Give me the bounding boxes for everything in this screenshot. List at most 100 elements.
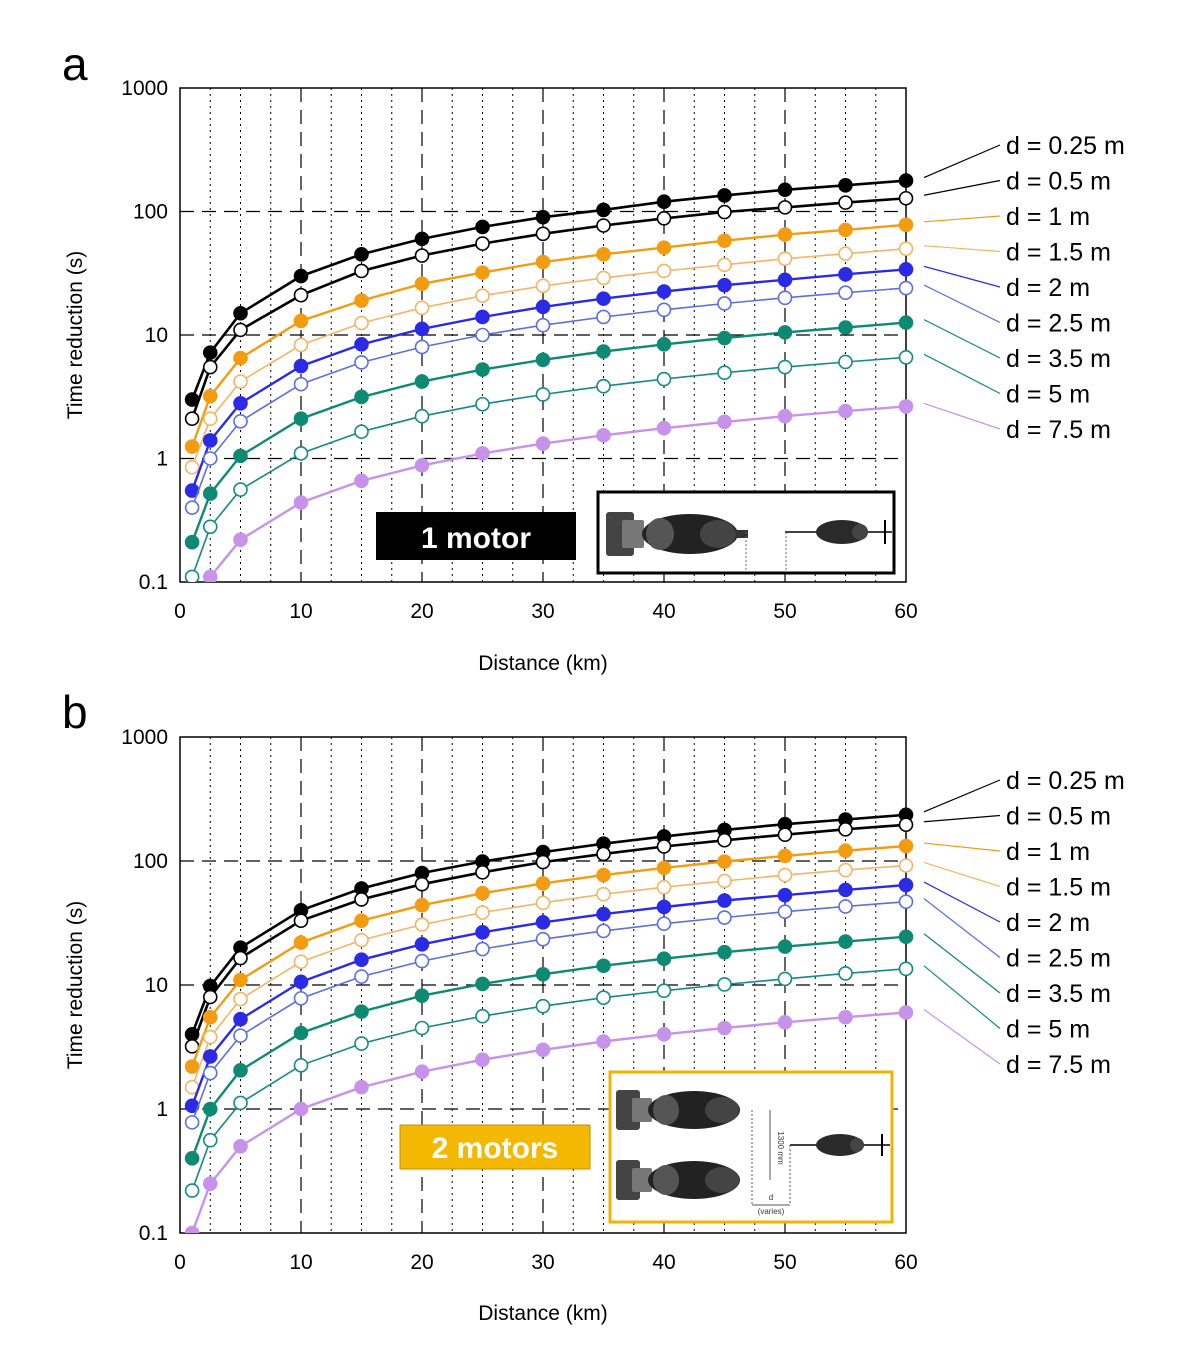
data-point <box>717 1020 732 1036</box>
data-point <box>898 894 914 909</box>
data-point <box>233 448 248 464</box>
data-point <box>354 263 369 279</box>
legend-leader <box>923 898 1001 958</box>
data-point <box>838 246 853 262</box>
data-point <box>898 929 914 945</box>
data-point <box>293 268 309 284</box>
data-point <box>475 446 490 461</box>
series-line-4 <box>191 864 907 1088</box>
series-group <box>184 807 914 1233</box>
data-point <box>475 327 490 343</box>
data-point <box>898 280 914 296</box>
data-point <box>475 362 490 377</box>
x-tick-label: 0 <box>174 1251 186 1274</box>
data-point <box>535 915 551 930</box>
data-point <box>354 473 369 489</box>
data-point <box>717 873 732 889</box>
data-point <box>898 190 914 206</box>
data-point <box>898 838 914 854</box>
data-point <box>184 1225 200 1233</box>
x-tick-label: 50 <box>773 1251 796 1274</box>
data-point <box>354 913 369 929</box>
data-point <box>184 459 200 475</box>
data-point <box>838 195 853 210</box>
data-point <box>354 892 369 907</box>
data-point <box>777 904 793 920</box>
data-point <box>354 355 369 370</box>
data-point <box>475 219 490 235</box>
data-point <box>293 495 309 510</box>
data-point <box>414 408 430 424</box>
data-point <box>898 241 914 256</box>
y-tick-label: 1000 <box>121 77 168 100</box>
data-point <box>777 827 793 842</box>
series-group <box>184 173 914 582</box>
y-tick-label: 10 <box>145 974 168 997</box>
data-point <box>354 932 369 948</box>
data-point <box>233 414 248 429</box>
legend-label-9: d = 7.5 m <box>1006 1051 1111 1079</box>
data-point <box>414 1064 430 1079</box>
data-point <box>596 378 611 394</box>
x-tick-label: 60 <box>894 1251 917 1274</box>
data-point <box>656 420 672 436</box>
x-tick-label: 20 <box>410 600 433 623</box>
data-point <box>898 315 914 330</box>
legend-b: d = 0.25 m d = 0.5 m d = 1 m d = 1.5 m d = 2… <box>923 767 1125 1079</box>
legend-a: d = 0.25 m d = 0.5 m d = 1 m d = 1.5 m d = 2… <box>923 132 1125 444</box>
data-point <box>293 446 309 461</box>
data-point <box>293 1025 309 1041</box>
motorbike-icon <box>606 512 748 556</box>
data-point <box>838 882 853 898</box>
data-point <box>184 1115 200 1130</box>
plot-frame <box>179 736 907 1234</box>
series-line-5 <box>190 883 907 1107</box>
data-point <box>233 482 248 497</box>
data-point <box>354 1036 369 1051</box>
data-point <box>233 374 248 389</box>
data-point <box>414 300 430 316</box>
data-point <box>717 944 732 960</box>
legend-leader <box>923 353 1001 395</box>
data-point <box>656 951 672 966</box>
data-point <box>596 309 611 325</box>
data-point <box>354 337 369 352</box>
series-b <box>184 807 914 1233</box>
data-point <box>414 936 430 952</box>
data-point <box>233 350 248 366</box>
data-point <box>414 897 430 913</box>
series-line-2 <box>190 197 907 420</box>
legend-label-1: d = 0.25 m <box>1006 767 1125 795</box>
data-point <box>596 428 611 443</box>
data-point <box>898 817 914 833</box>
data-point <box>202 359 218 375</box>
y-tick-label: 1000 <box>121 726 168 749</box>
data-point <box>354 1004 369 1019</box>
y-tick-label: 1 <box>156 1098 168 1121</box>
data-point <box>202 989 218 1005</box>
data-point <box>184 569 200 582</box>
data-point <box>596 906 611 922</box>
series-a <box>184 173 914 582</box>
data-point <box>717 977 732 992</box>
data-point <box>202 1029 218 1045</box>
data-point <box>596 886 611 902</box>
data-point <box>354 1079 369 1095</box>
data-point <box>596 202 611 218</box>
data-point <box>898 877 914 893</box>
series-line-6 <box>191 900 907 1123</box>
series-line-8 <box>191 356 907 578</box>
data-point <box>777 182 793 198</box>
data-point <box>293 954 309 970</box>
data-point <box>475 1052 490 1067</box>
data-point <box>596 1034 611 1049</box>
data-point <box>202 486 218 501</box>
data-point <box>233 532 248 548</box>
data-point <box>838 822 853 837</box>
data-point <box>293 991 309 1006</box>
data-point <box>202 451 218 466</box>
data-point <box>777 971 793 987</box>
data-point <box>656 879 672 895</box>
data-point <box>717 296 732 311</box>
data-point <box>656 916 672 932</box>
